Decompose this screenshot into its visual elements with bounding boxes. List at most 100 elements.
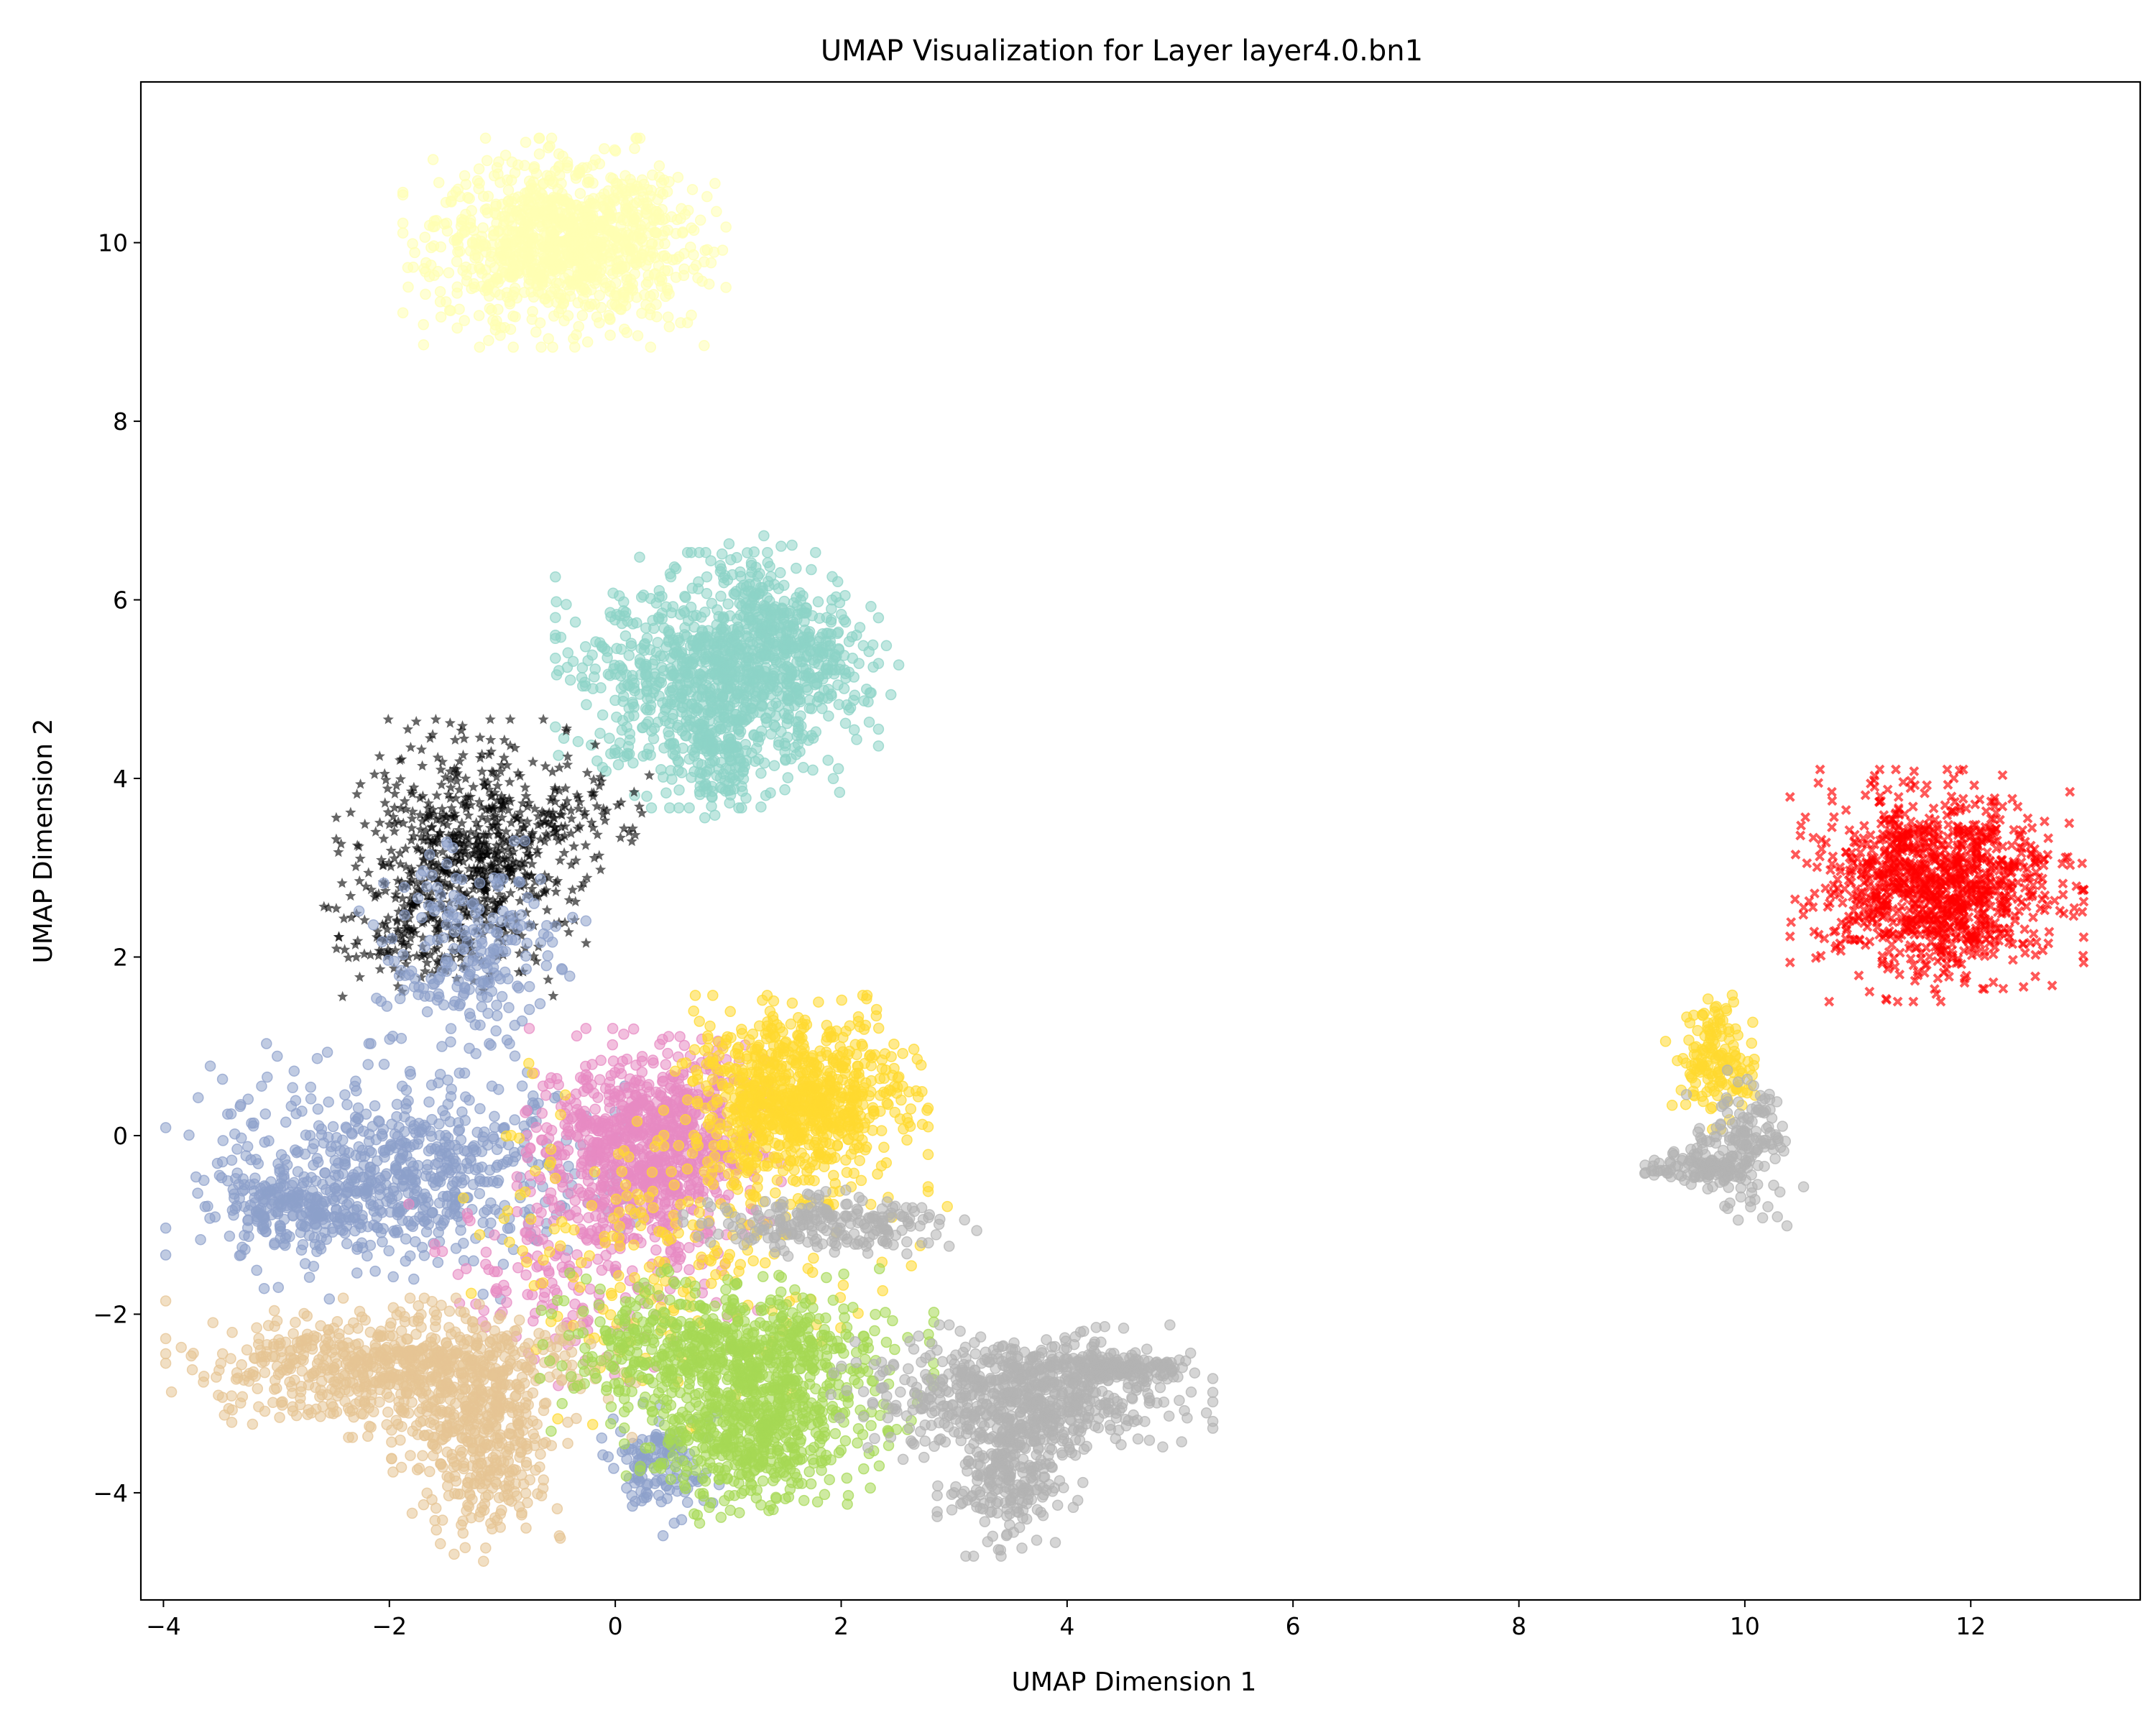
scatter-point xyxy=(761,592,773,604)
scatter-point xyxy=(683,802,695,814)
scatter-point xyxy=(581,336,594,348)
scatter-point xyxy=(397,217,409,229)
scatter-point xyxy=(486,985,498,998)
scatter-point xyxy=(604,329,616,341)
scatter-point xyxy=(333,931,345,942)
scatter-point xyxy=(583,173,594,185)
scatter-point xyxy=(825,616,837,628)
scatter-point xyxy=(872,740,885,752)
scatter-point xyxy=(389,788,400,799)
scatter-point xyxy=(634,801,645,811)
scatter-point xyxy=(533,202,544,213)
scatter-point xyxy=(622,229,635,241)
scatter-point xyxy=(734,566,746,578)
scatter-point xyxy=(550,721,561,733)
scatter-point xyxy=(608,1463,619,1474)
scatter-point xyxy=(573,321,584,333)
scatter-point xyxy=(742,645,753,658)
scatter-point xyxy=(378,1059,390,1070)
scatter-point xyxy=(581,767,593,778)
scatter-point xyxy=(378,877,390,889)
scatter-point xyxy=(340,1187,352,1199)
scatter-point xyxy=(343,952,354,962)
scatter-point xyxy=(369,768,380,779)
scatter-point xyxy=(521,937,533,949)
scatter-point xyxy=(487,315,499,326)
scatter-point xyxy=(579,221,591,233)
scatter-point xyxy=(490,198,502,210)
scatter-point xyxy=(806,730,817,741)
scatter-point xyxy=(369,1100,381,1112)
scatter-point xyxy=(448,926,461,938)
scatter-point xyxy=(323,1096,334,1108)
scatter-point xyxy=(734,726,747,737)
scatter-point xyxy=(259,1108,272,1120)
scatter-point xyxy=(347,1212,359,1223)
scatter-point xyxy=(667,601,679,612)
scatter-point xyxy=(436,779,447,790)
scatter-point xyxy=(550,921,561,932)
scatter-point xyxy=(676,660,688,672)
scatter-point xyxy=(579,676,591,688)
scatter-point xyxy=(479,132,492,144)
scatter-point xyxy=(657,188,669,200)
scatter-point xyxy=(674,609,686,620)
scatter-point xyxy=(566,279,578,290)
scatter-point xyxy=(520,950,532,962)
scatter-point xyxy=(338,913,350,924)
scatter-point xyxy=(419,231,431,243)
scatter-point xyxy=(648,732,660,745)
scatter-point xyxy=(435,889,446,901)
scatter-point xyxy=(681,1496,694,1509)
scatter-point xyxy=(525,179,537,191)
scatter-point xyxy=(430,214,442,226)
scatter-point xyxy=(528,756,539,767)
scatter-point xyxy=(704,763,715,776)
scatter-point xyxy=(498,752,510,763)
scatter-point xyxy=(569,341,581,353)
scatter-point xyxy=(402,1215,414,1227)
scatter-point xyxy=(356,1214,368,1225)
scatter-point xyxy=(441,225,453,237)
scatter-point xyxy=(740,630,752,642)
scatter-point xyxy=(370,1133,382,1146)
scatter-point xyxy=(288,1177,300,1189)
scatter-point xyxy=(421,881,433,893)
scatter-point xyxy=(692,583,704,595)
scatter-point xyxy=(382,1187,394,1198)
scatter-point xyxy=(619,199,632,211)
scatter-point xyxy=(649,683,661,695)
scatter-point xyxy=(269,1238,280,1251)
scatter-point xyxy=(604,732,615,744)
scatter-point xyxy=(786,753,797,765)
scatter-point xyxy=(822,754,834,766)
scatter-point xyxy=(736,599,747,612)
scatter-point xyxy=(783,702,795,714)
scatter-point xyxy=(779,784,791,796)
scatter-point xyxy=(701,571,713,583)
scatter-point xyxy=(724,691,736,703)
scatter-point xyxy=(544,242,556,253)
scatter-point xyxy=(793,685,804,696)
scatter-point xyxy=(490,208,502,221)
scatter-point xyxy=(385,845,397,856)
scatter-point xyxy=(466,282,477,295)
scatter-point xyxy=(387,1030,399,1042)
scatter-point xyxy=(533,132,545,144)
scatter-point xyxy=(685,242,696,253)
scatter-point xyxy=(683,1264,695,1276)
scatter-point xyxy=(296,1105,308,1117)
scatter-point xyxy=(476,765,488,777)
scatter-point xyxy=(718,712,729,723)
scatter-point xyxy=(381,1000,393,1012)
scatter-point xyxy=(473,183,484,195)
scatter-point xyxy=(550,629,561,641)
scatter-point xyxy=(467,955,479,967)
scatter-point xyxy=(688,653,700,665)
scatter-point xyxy=(449,734,461,745)
scatter-point xyxy=(405,742,417,753)
scatter-point xyxy=(596,246,608,258)
cluster-0-points xyxy=(397,132,732,353)
scatter-point xyxy=(494,289,506,301)
scatter-point xyxy=(479,1126,490,1138)
